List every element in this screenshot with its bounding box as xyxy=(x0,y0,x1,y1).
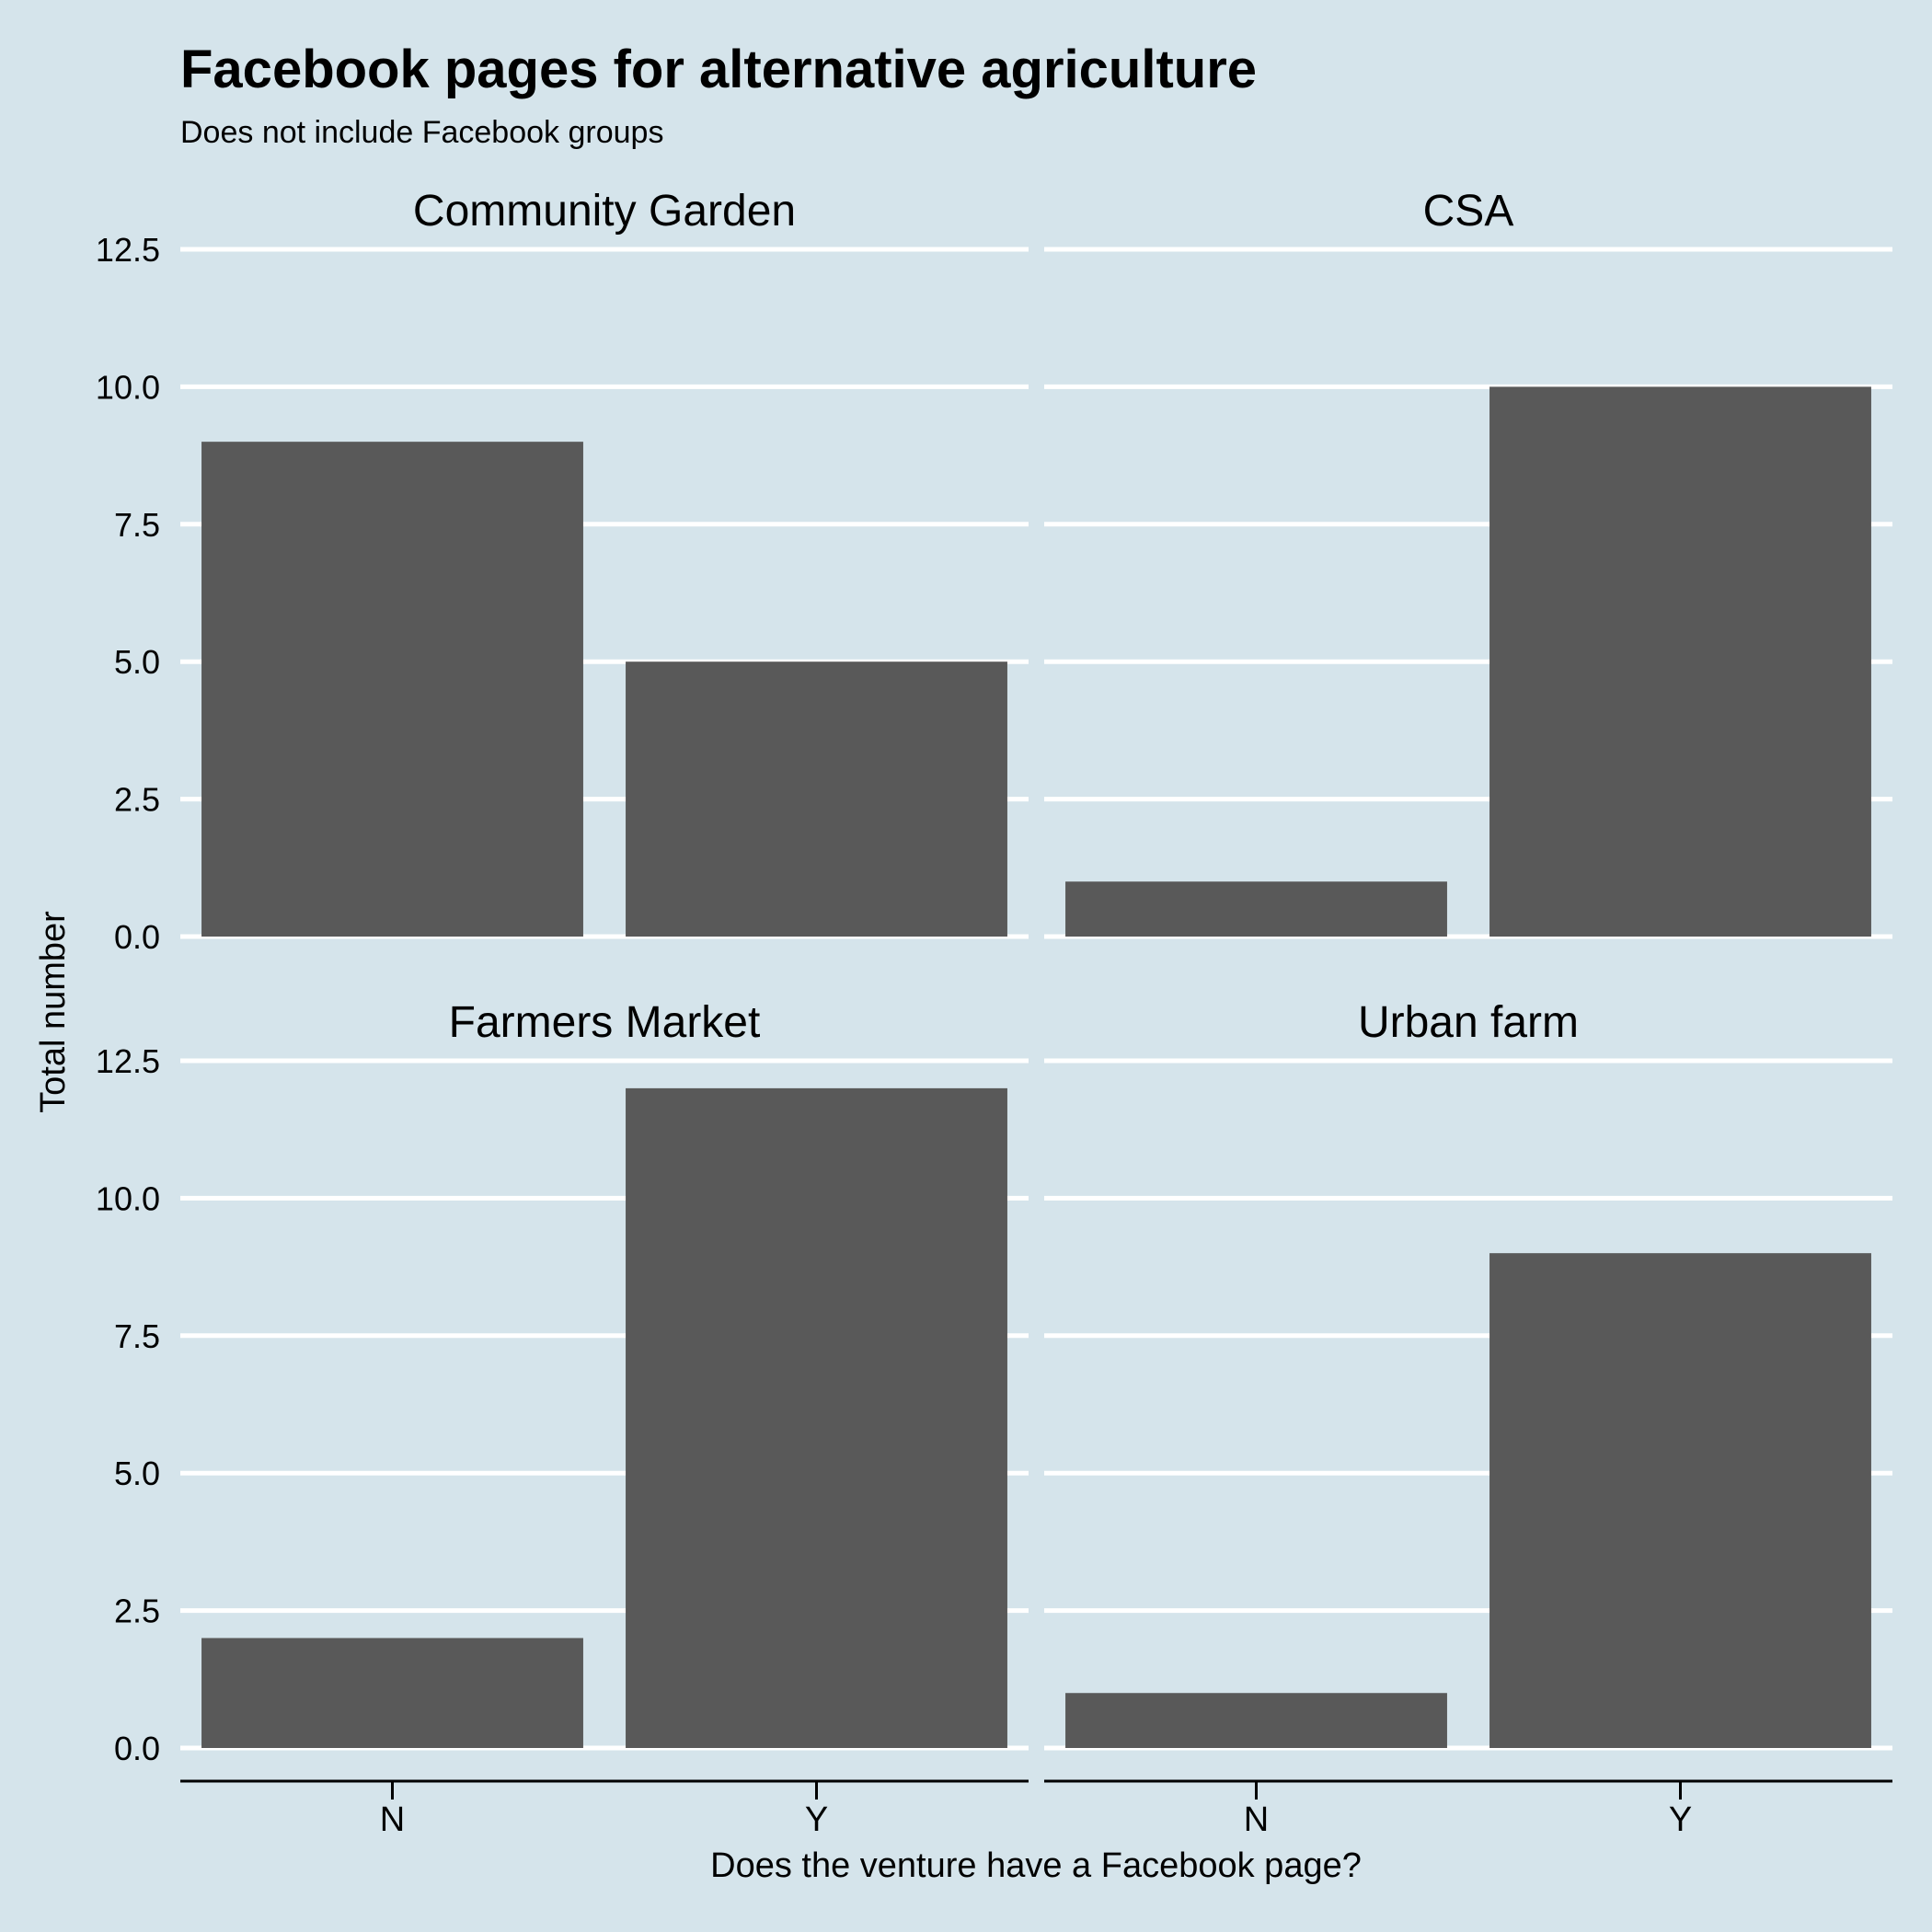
bar-Y xyxy=(1489,386,1871,937)
y-tick-label: 10.0 xyxy=(96,1179,160,1217)
y-tick-label: 5.0 xyxy=(114,643,160,681)
x-tick-label: Y xyxy=(1669,1800,1692,1839)
facet-strip-label: Urban farm xyxy=(1358,998,1579,1047)
y-tick-label: 10.0 xyxy=(96,368,160,406)
y-axis-label: Total number xyxy=(34,911,73,1113)
y-tick-label: 12.5 xyxy=(96,231,160,269)
x-tick-label: N xyxy=(1244,1800,1269,1839)
facet-panel: CSA xyxy=(1044,187,1892,939)
x-tick-label: Y xyxy=(805,1800,828,1839)
y-tick-label: 5.0 xyxy=(114,1455,160,1492)
chart-subtitle: Does not include Facebook groups xyxy=(180,115,663,150)
facet-panels: 0.0 2.5 5.0 7.5 10.0 12.5 Community Garden CSA 0… xyxy=(96,187,1892,1767)
bar-Y xyxy=(626,661,1007,937)
facet-panel: 0.0 2.5 5.0 7.5 10.0 12.5 Community Garden xyxy=(96,187,1029,956)
x-axis-label: Does the venture have a Facebook page? xyxy=(710,1846,1362,1885)
bar-Y xyxy=(626,1087,1007,1748)
facet-strip-label: Community Garden xyxy=(413,187,796,236)
y-tick-label: 2.5 xyxy=(114,1593,160,1630)
y-tick-label: 0.0 xyxy=(114,1730,160,1767)
x-tick-label: N xyxy=(380,1800,405,1839)
y-tick-label: 12.5 xyxy=(96,1042,160,1080)
facet-panel: Urban farm xyxy=(1044,998,1892,1751)
bar-Y xyxy=(1489,1253,1871,1748)
bar-N xyxy=(1065,1693,1447,1748)
facet-strip-label: Farmers Market xyxy=(449,998,761,1047)
facet-strip-label: CSA xyxy=(1423,187,1514,236)
bar-N xyxy=(201,442,583,937)
y-tick-label: 2.5 xyxy=(114,781,160,819)
y-tick-label: 7.5 xyxy=(114,506,160,544)
bar-N xyxy=(1065,881,1447,937)
facet-panel: 0.0 2.5 5.0 7.5 10.0 12.5 Farmers Market xyxy=(96,998,1029,1767)
y-tick-label: 0.0 xyxy=(114,918,160,956)
chart-title: Facebook pages for alternative agricultu… xyxy=(180,40,1257,99)
y-tick-label: 7.5 xyxy=(114,1317,160,1355)
bar-N xyxy=(201,1638,583,1748)
